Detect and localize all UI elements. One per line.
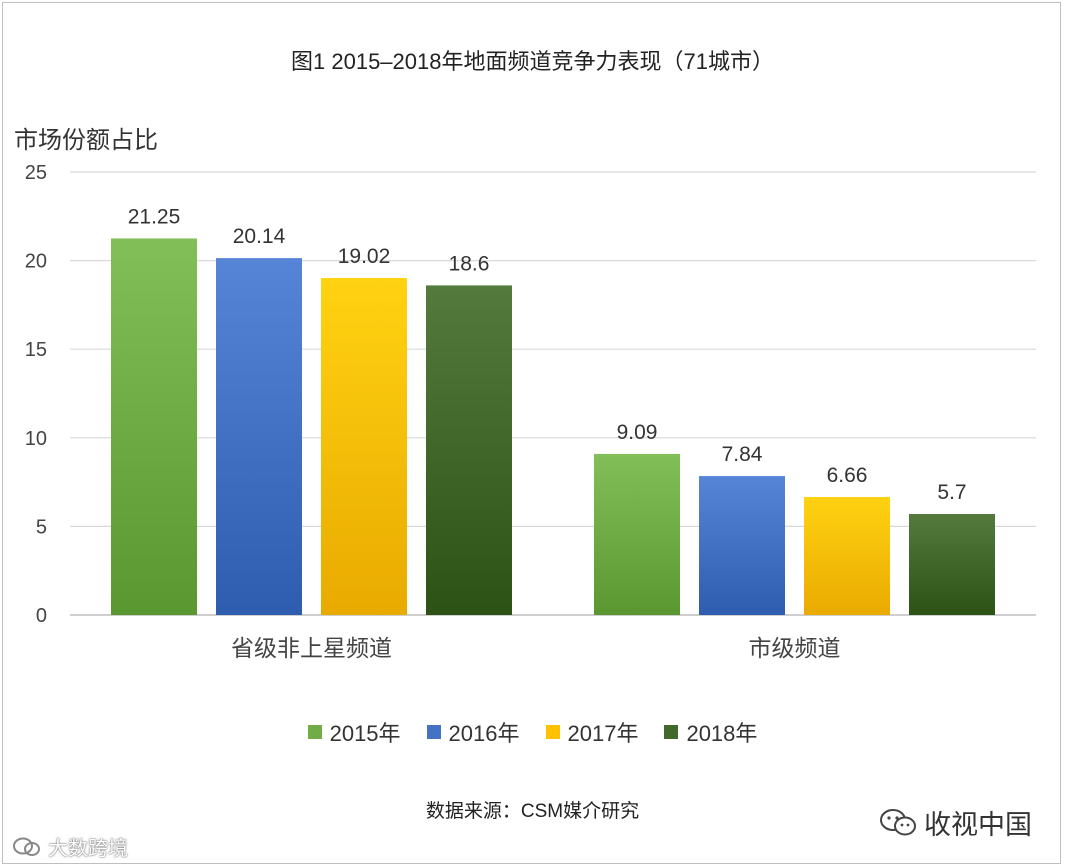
watermark-left: 大数跨境 [12, 832, 128, 861]
bar-value-label: 18.6 [449, 252, 490, 275]
bar-value-label: 9.09 [617, 421, 658, 444]
bar-2017年-省级非上星频道 [321, 277, 407, 615]
legend-item-2015: 2015年 [307, 716, 401, 748]
x-category-label: 省级非上星频道 [231, 635, 392, 661]
watermark-right-text: 收视中国 [924, 810, 1032, 840]
bar-value-label: 5.7 [937, 481, 966, 504]
bar-value-label: 6.66 [827, 464, 868, 487]
data-source-note: 数据来源：CSM媒介研究 [425, 801, 640, 822]
chart-title: 图1 2015–2018年地面频道竞争力表现（71城市） [291, 49, 774, 74]
bar-2015年-省级非上星频道 [111, 238, 197, 615]
y-tick-label: 5 [36, 516, 47, 538]
y-tick-label: 10 [25, 428, 47, 450]
y-tick-label: 0 [36, 605, 47, 627]
wechat-logo-icon [880, 808, 916, 835]
bar-value-label: 7.84 [722, 443, 763, 466]
watermark-right: 收视中国 [878, 803, 1032, 842]
bar-chart: 0 5 10 15 20 25 21.25 20.14 19.02 18.6 9.09 7.84 6.… [25, 162, 1036, 661]
bar-2018年-市级频道 [909, 513, 995, 615]
bar-2015年-市级频道 [594, 453, 680, 615]
legend-item-2018: 2018年 [664, 716, 757, 748]
legend-label: 2018年 [686, 721, 758, 746]
legend-swatch [426, 725, 441, 739]
bar-2018年-省级非上星频道 [426, 285, 512, 615]
y-tick-label: 20 [25, 251, 47, 273]
legend-label: 2017年 [567, 721, 639, 746]
bar-2016年-省级非上星频道 [216, 258, 302, 615]
legend-item-2016: 2016年 [426, 716, 520, 748]
legend-label: 2016年 [448, 721, 520, 746]
bar-2016年-市级频道 [699, 476, 785, 615]
bar-value-label: 21.25 [128, 205, 181, 228]
wechat-logo-icon [13, 837, 40, 856]
legend-swatch [545, 725, 560, 739]
y-tick-label: 25 [25, 162, 47, 184]
y-tick-label: 15 [25, 339, 47, 361]
legend-swatch [664, 725, 679, 739]
bar-value-label: 19.02 [338, 245, 391, 268]
x-category-label: 市级频道 [749, 635, 841, 661]
legend-swatch [307, 725, 322, 739]
legend-item-2017: 2017年 [545, 716, 639, 748]
bar-2017年-市级频道 [804, 496, 890, 615]
y-axis-label: 市场份额占比 [14, 127, 158, 154]
watermark-left-text: 大数跨境 [48, 838, 128, 860]
bar-value-label: 20.14 [233, 225, 286, 248]
legend-label: 2015年 [329, 721, 401, 746]
legend: 2015年 2016年 2017年 2018年 [0, 716, 1065, 748]
